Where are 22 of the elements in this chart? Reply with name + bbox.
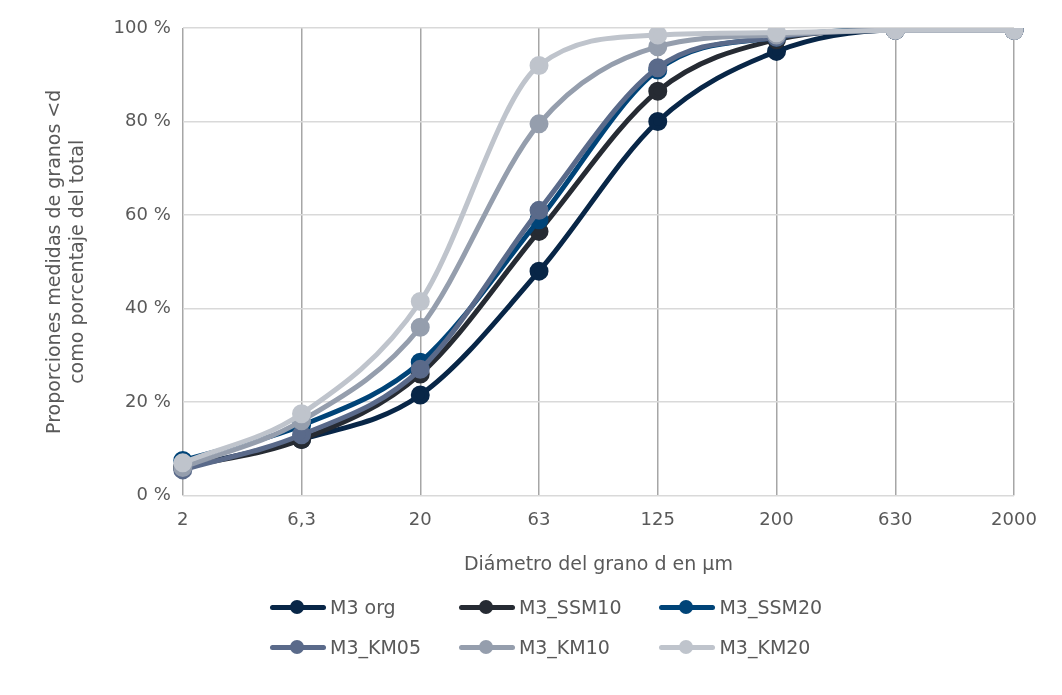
legend-label: M3_KM10 — [518, 636, 610, 658]
x-tick-label: 630 — [878, 508, 913, 530]
legend-label: M3_SSM10 — [518, 596, 622, 618]
x-tick-label: 125 — [640, 508, 675, 530]
x-tick-label: 200 — [759, 508, 794, 530]
x-tick-label: 2 — [177, 508, 189, 530]
y-tick-label: 80 % — [125, 109, 171, 131]
y-tick-label: 100 % — [113, 15, 171, 37]
x-tick-label: 2000 — [991, 508, 1037, 530]
legend-label: M3_KM20 — [719, 636, 811, 658]
legend-label: M3 org — [330, 596, 396, 618]
legend-label: M3_KM05 — [330, 636, 422, 658]
y-tick-label: 0 % — [136, 483, 171, 505]
y-tick-label: 20 % — [125, 389, 171, 411]
x-tick-label: 63 — [527, 508, 551, 530]
y-tick-label: 40 % — [125, 296, 171, 318]
y-tick-label: 60 % — [125, 202, 171, 224]
y-axis-title: Proporciones medidas de granos <d como porcentaje del total — [42, 89, 88, 434]
x-tick-label: 20 — [408, 508, 432, 530]
x-tick-label: 6,3 — [287, 508, 316, 530]
x-axis-title: Diámetro del grano d en µm — [463, 551, 733, 574]
legend-label: M3_SSM20 — [719, 596, 823, 618]
